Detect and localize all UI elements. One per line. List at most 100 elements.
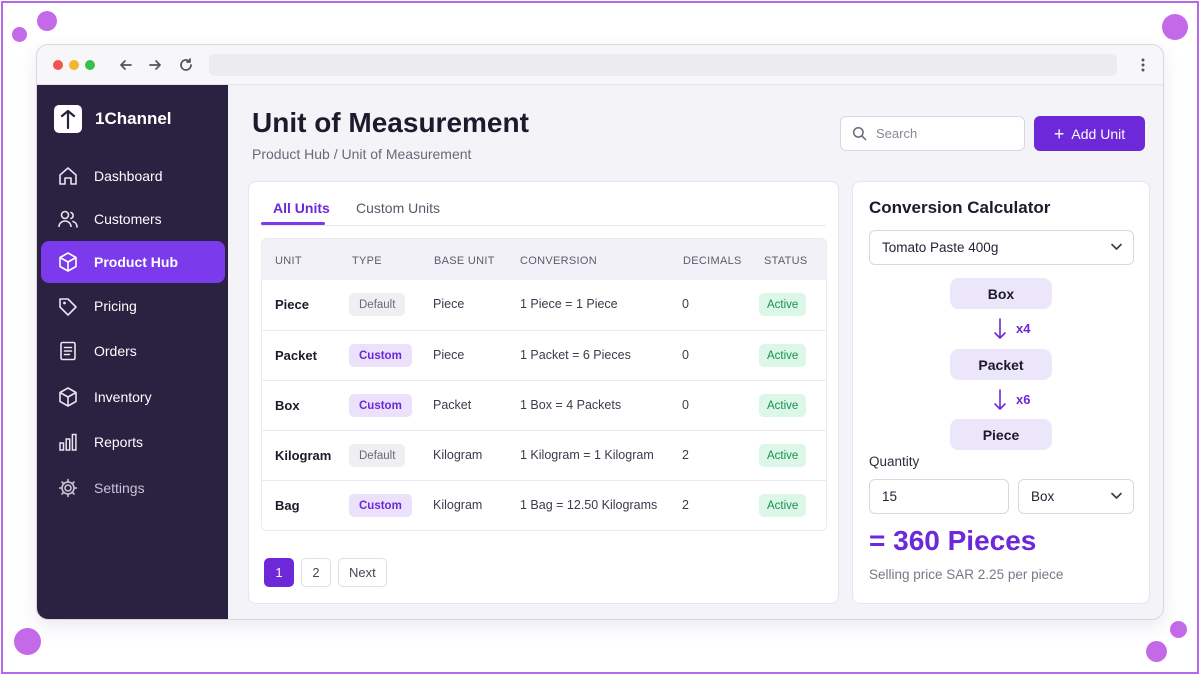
- conversion-text: 1 Piece = 1 Piece: [520, 297, 618, 311]
- next-page-button[interactable]: Next: [338, 558, 387, 587]
- type-badge: Custom: [349, 344, 412, 367]
- search-box[interactable]: [840, 116, 1025, 151]
- maximize-window-button[interactable]: [85, 60, 95, 70]
- brand-logo-icon: [54, 105, 82, 133]
- type-badge: Custom: [349, 394, 412, 417]
- gear-icon: [58, 478, 78, 498]
- home-icon: [59, 167, 77, 185]
- type-badge: Default: [349, 444, 406, 467]
- chevron-down-icon: [1111, 492, 1122, 499]
- add-unit-button[interactable]: + Add Unit: [1034, 116, 1145, 151]
- base-unit: Piece: [433, 297, 465, 311]
- down-arrow-icon: [994, 389, 1006, 410]
- sidebar-item-dashboard[interactable]: Dashboard: [41, 155, 225, 197]
- unit-name: Box: [275, 398, 300, 413]
- status-badge: Active: [759, 394, 807, 417]
- conversion-text: 1 Box = 4 Packets: [520, 398, 622, 412]
- sidebar-item-customers[interactable]: Customers: [41, 198, 225, 240]
- decimals-value: 0: [682, 297, 689, 311]
- decimals-value: 2: [682, 498, 689, 512]
- active-tab-indicator: [261, 222, 325, 225]
- quantity-label: Quantity: [869, 454, 920, 469]
- sidebar-item-orders[interactable]: Orders: [41, 330, 225, 372]
- tab-bar: All Units Custom Units: [261, 182, 826, 226]
- sidebar-item-label: Settings: [94, 480, 145, 496]
- product-select-value: Tomato Paste 400g: [882, 240, 999, 255]
- type-badge: Custom: [349, 494, 412, 517]
- kebab-menu-icon[interactable]: [1141, 57, 1145, 73]
- sidebar: 1Channel Dashboard Customers Product Hub…: [37, 85, 228, 619]
- units-card: All Units Custom Units UNIT TYPE BASE UN…: [248, 181, 839, 604]
- conversion-text: 1 Kilogram = 1 Kilogram: [520, 448, 654, 462]
- chain-unit-box: Box: [950, 278, 1052, 309]
- sidebar-item-label: Customers: [94, 211, 162, 227]
- table-row[interactable]: Bag Custom Kilogram 1 Bag = 12.50 Kilograms…: [262, 480, 826, 530]
- page-button-2[interactable]: 2: [301, 558, 331, 587]
- conversion-text: 1 Packet = 6 Pieces: [520, 348, 631, 362]
- decor-dot: [14, 628, 41, 655]
- back-arrow-icon[interactable]: [116, 55, 136, 75]
- column-header-unit[interactable]: UNIT: [275, 255, 302, 267]
- status-badge: Active: [759, 444, 807, 467]
- quantity-input[interactable]: [869, 479, 1009, 514]
- sidebar-item-settings[interactable]: Settings: [41, 467, 225, 509]
- bar-chart-icon: [59, 433, 77, 451]
- table-row[interactable]: Piece Default Piece 1 Piece = 1 Piece 0 Activ…: [262, 280, 826, 330]
- unit-name: Piece: [275, 297, 309, 312]
- sidebar-item-label: Orders: [94, 343, 137, 359]
- forward-arrow-icon[interactable]: [145, 55, 165, 75]
- table-row[interactable]: Box Custom Packet 1 Box = 4 Packets 0 Active: [262, 380, 826, 430]
- table-header: UNIT TYPE BASE UNIT CONVERSION DECIMALS …: [261, 238, 827, 280]
- sidebar-item-label: Dashboard: [94, 168, 163, 184]
- plus-icon: +: [1053, 123, 1065, 144]
- page-title: Unit of Measurement: [252, 107, 529, 138]
- breadcrumb[interactable]: Product Hub / Unit of Measurement: [252, 146, 472, 162]
- close-window-button[interactable]: [53, 60, 63, 70]
- decimals-value: 2: [682, 448, 689, 462]
- conversion-result: = 360 Pieces: [869, 525, 1037, 556]
- sidebar-item-label: Inventory: [94, 389, 152, 405]
- column-header-conversion[interactable]: CONVERSION: [520, 255, 597, 267]
- conversion-text: 1 Bag = 12.50 Kilograms: [520, 498, 658, 512]
- decor-dot: [37, 11, 57, 31]
- column-header-status[interactable]: STATUS: [764, 255, 808, 267]
- down-arrow-icon: [994, 318, 1006, 339]
- base-unit: Packet: [433, 398, 472, 412]
- base-unit: Kilogram: [433, 448, 483, 462]
- chain-unit-packet: Packet: [950, 349, 1052, 380]
- sidebar-item-product-hub[interactable]: Product Hub: [41, 241, 225, 283]
- type-badge: Default: [349, 293, 406, 316]
- sidebar-item-pricing[interactable]: Pricing: [41, 285, 225, 327]
- sidebar-item-reports[interactable]: Reports: [41, 421, 225, 463]
- minimize-window-button[interactable]: [69, 60, 79, 70]
- page-button-1[interactable]: 1: [264, 558, 294, 587]
- address-bar[interactable]: [209, 54, 1117, 76]
- product-select[interactable]: Tomato Paste 400g: [869, 230, 1134, 265]
- search-icon: [852, 126, 867, 141]
- table-body: Piece Default Piece 1 Piece = 1 Piece 0 Activ…: [261, 280, 827, 531]
- base-unit: Piece: [433, 348, 465, 362]
- table-row[interactable]: Kilogram Default Kilogram 1 Kilogram = 1 Ki…: [262, 430, 826, 480]
- decor-dot: [12, 27, 27, 42]
- tab-all-units[interactable]: All Units: [273, 200, 330, 216]
- reload-icon[interactable]: [176, 55, 196, 75]
- column-header-base-unit[interactable]: BASE UNIT: [434, 255, 495, 267]
- conversion-calculator: Conversion Calculator Tomato Paste 400g …: [852, 181, 1150, 604]
- quantity-unit-value: Box: [1031, 489, 1055, 504]
- chevron-down-icon: [1111, 243, 1122, 250]
- box-icon: [59, 387, 77, 407]
- decor-dot: [1162, 14, 1188, 40]
- price-note: Selling price SAR 2.25 per piece: [869, 567, 1064, 582]
- search-input[interactable]: [876, 126, 1016, 141]
- column-header-type[interactable]: TYPE: [352, 255, 382, 267]
- table-row[interactable]: Packet Custom Piece 1 Packet = 6 Pieces 0 Act…: [262, 330, 826, 380]
- sidebar-item-inventory[interactable]: Inventory: [41, 376, 225, 418]
- chain-factor: x6: [1016, 392, 1031, 407]
- tab-custom-units[interactable]: Custom Units: [356, 200, 441, 216]
- status-badge: Active: [759, 494, 807, 517]
- column-header-decimals[interactable]: DECIMALS: [683, 255, 742, 267]
- units-table: UNIT TYPE BASE UNIT CONVERSION DECIMALS …: [261, 238, 827, 531]
- brand[interactable]: 1Channel: [54, 105, 172, 133]
- chain-unit-piece: Piece: [950, 419, 1052, 450]
- quantity-unit-select[interactable]: Box: [1018, 479, 1134, 514]
